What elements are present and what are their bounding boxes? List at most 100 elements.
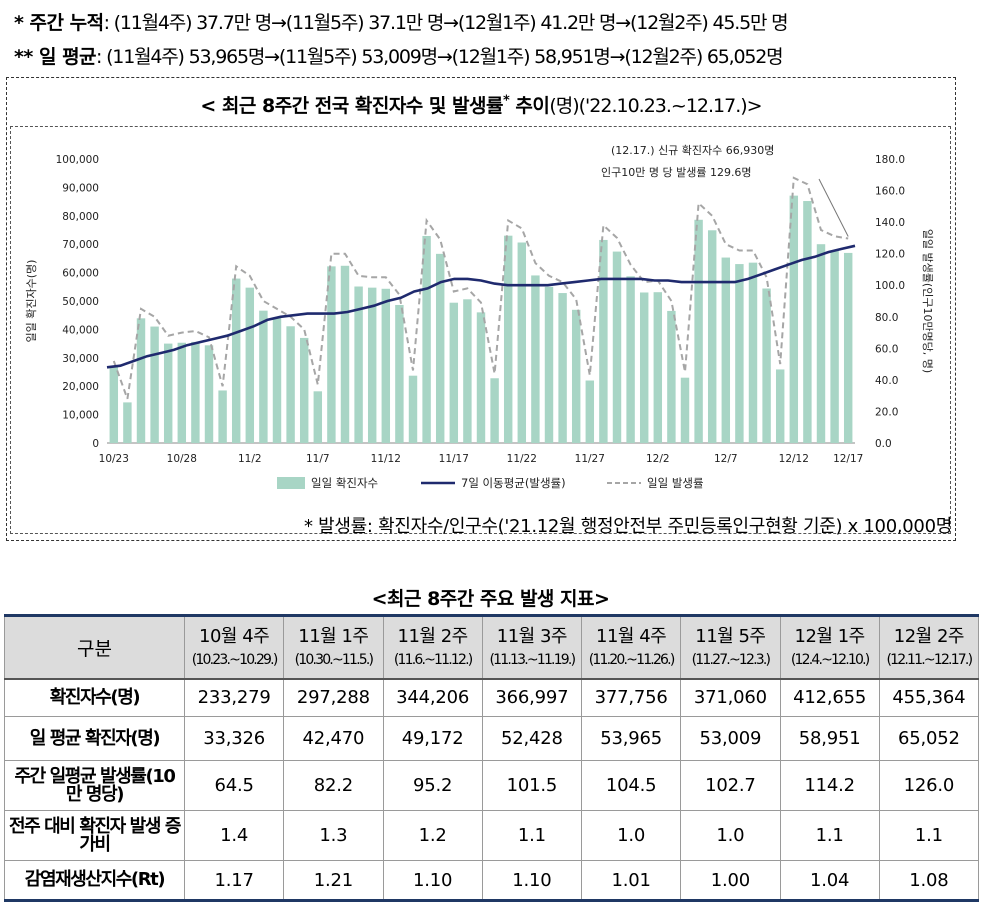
table-cell: 101.5 (481, 760, 583, 811)
table-cell: 233,279 (183, 677, 285, 717)
week-header: 10월 4주 (10.23.~10.29.) (183, 615, 285, 679)
left-axis-tick-label: 30,000 (62, 353, 99, 365)
chart-box: < 최근 8주간 전국 확진자수 및 발생률* 추이(명)('22.10.23.… (6, 77, 956, 541)
table-row: 확진자수(명) 233,279 297,288 344,206 366,997 … (4, 677, 980, 717)
daily-cases-bar (503, 235, 513, 443)
left-axis-tick-label: 100,000 (56, 154, 99, 166)
daily-cases-bar (585, 380, 595, 443)
week-range: (10.23.~10.29.) (191, 652, 279, 669)
weekly-total-mark: * 주간 누적 (14, 12, 104, 34)
annotation-line-1: (12.17.) 신규 확진자수 66,930명 (611, 144, 774, 157)
row-label: 일 평균 확진자(명) (4, 716, 185, 761)
daily-cases-bar (449, 302, 459, 443)
daily-cases-bar (204, 345, 214, 443)
x-axis-tick-label: 12/12 (779, 453, 809, 465)
table-cell: 1.01 (580, 860, 682, 901)
daily-cases-bar (803, 201, 812, 443)
daily-cases-bar (395, 304, 404, 443)
header-label: 구분 (4, 615, 185, 679)
daily-cases-bar (435, 253, 445, 443)
left-axis-tick-label: 70,000 (62, 239, 99, 251)
week-range: (12.11.~12.17.) (886, 652, 974, 669)
daily-cases-bar (231, 278, 241, 443)
daily-cases-bar (272, 318, 282, 443)
table-cell: 126.0 (878, 760, 980, 811)
table-cell: 1.3 (283, 810, 384, 861)
daily-cases-bar (109, 366, 119, 443)
daily-cases-bar (843, 252, 853, 443)
week-label: 11월 5주 (695, 626, 766, 648)
table-cell: 49,172 (382, 716, 483, 761)
right-axis-tick-label: 140.0 (875, 217, 905, 229)
right-axis-tick-label: 180.0 (875, 154, 905, 166)
moving-average-line (106, 244, 856, 369)
table-cell: 455,364 (878, 677, 980, 717)
table-cell: 102.7 (680, 760, 781, 811)
table-cell: 366,997 (481, 677, 583, 717)
table-cell: 42,470 (283, 716, 384, 761)
table-header-row: 구분 10월 4주 (10.23.~10.29.) 11월 1주 (10.30.~1… (4, 615, 980, 679)
daily-cases-bar (354, 286, 363, 443)
weekly-total-note: * 주간 누적: (11월4주) 37.7만 명→(11월5주) 37.1만 명… (14, 8, 789, 35)
chart-title-trend: 추이 (509, 95, 550, 117)
chart-title: < 최근 8주간 전국 확진자수 및 발생률* 추이(명)('22.10.23.… (7, 91, 955, 118)
daily-cases-bar (422, 235, 431, 443)
daily-cases-bar (599, 239, 608, 443)
week-label: 11월 4주 (596, 626, 667, 648)
daily-average-mark: ** 일 평균 (14, 46, 97, 68)
week-header: 12월 2주 (12.11.~12.17.) (878, 615, 980, 679)
daily-cases-bar (476, 312, 486, 443)
right-axis-tick-label: 160.0 (875, 186, 905, 198)
table-cell: 1.00 (680, 860, 781, 901)
row-label: 전주 대비 확진자 발생 증가비 (4, 810, 185, 861)
daily-cases-bar (830, 250, 839, 443)
table-cell: 377,756 (580, 677, 682, 717)
table-cell: 1.21 (283, 860, 384, 901)
left-axis-tick-label: 60,000 (62, 268, 99, 280)
table-cell: 1.10 (481, 860, 583, 901)
daily-cases-bar (340, 265, 350, 443)
daily-cases-bar (136, 318, 146, 443)
daily-cases-bar (707, 230, 717, 443)
daily-cases-bar (245, 287, 255, 443)
x-axis-tick-label: 12/17 (833, 453, 863, 465)
week-label: 11월 3주 (496, 626, 568, 648)
week-label: 11월 1주 (298, 626, 369, 648)
left-axis-tick-label: 20,000 (62, 381, 99, 393)
chart-title-star: * (502, 93, 510, 109)
daily-cases-bar (762, 288, 771, 443)
table-cell: 53,965 (580, 716, 682, 761)
week-header: 11월 2주 (11.6.~11.12.) (382, 615, 483, 679)
combo-chart: 0 10,000 20,000 30,000 40,000 50,000 60,000 70,… (24, 144, 935, 490)
weekly-total-text: : (11월4주) 37.7만 명→(11월5주) 37.1만 명→(12월1주… (103, 12, 789, 34)
daily-cases-bar (571, 309, 581, 443)
daily-cases-bar (612, 251, 622, 443)
table-cell: 53,009 (680, 716, 781, 761)
x-axis-tick-label: 10/23 (99, 453, 129, 465)
legend-label: 일일 발생률 (647, 476, 704, 490)
table-cell: 1.17 (183, 860, 285, 901)
daily-incidence-line (112, 176, 849, 400)
daily-average-text: : (11월4주) 53,965명→(11월5주) 53,009명→(12월1주… (96, 46, 784, 68)
table-cell: 344,206 (382, 677, 483, 717)
table-cell: 297,288 (283, 677, 384, 717)
right-axis-tick-label: 100.0 (875, 280, 905, 292)
daily-cases-bar (694, 219, 703, 443)
left-axis-tick-label: 80,000 (62, 211, 99, 223)
daily-cases-bar (517, 242, 527, 443)
x-axis-tick-label: 11/2 (238, 453, 262, 465)
right-axis-tick-label: 60.0 (875, 343, 898, 355)
table-cell: 1.2 (382, 810, 483, 861)
x-axis-tick-label: 12/7 (714, 453, 738, 465)
table-cell: 412,655 (779, 677, 880, 717)
daily-cases-bar (463, 299, 472, 443)
right-axis-tick-label: 120.0 (875, 249, 905, 261)
legend-label: 일일 확진자수 (311, 476, 378, 490)
daily-cases-bar (163, 343, 173, 443)
daily-cases-bar (735, 264, 744, 443)
week-header: 11월 1주 (10.30.~11.5.) (283, 615, 384, 679)
row-label: 주간 일평균 발생률(10만 명당) (4, 760, 185, 811)
week-header: 11월 5주 (11.27.~12.3.) (680, 615, 781, 679)
incidence-footnote: * 발생률: 확진자수/인구수('21.12월 행정안전부 주민등록인구현황 기… (303, 516, 952, 537)
daily-cases-bar (626, 276, 635, 443)
